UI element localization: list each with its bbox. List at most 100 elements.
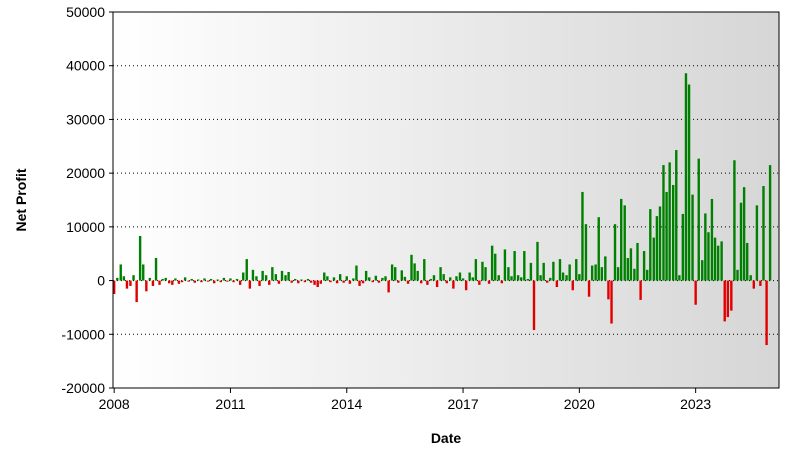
bar: [323, 272, 326, 281]
bar: [594, 264, 597, 281]
bar: [629, 248, 633, 281]
bar: [675, 150, 678, 281]
bar: [578, 274, 581, 281]
bar: [604, 256, 607, 281]
bar: [452, 280, 455, 289]
bar: [458, 272, 462, 281]
bar: [623, 205, 626, 281]
bar: [581, 191, 584, 281]
bar: [768, 165, 772, 281]
bar: [704, 213, 707, 281]
bar: [455, 276, 458, 281]
bar: [364, 270, 368, 281]
bar: [329, 280, 332, 283]
bar: [555, 280, 559, 288]
bar: [697, 158, 700, 281]
bar: [684, 73, 688, 281]
bar: [264, 275, 268, 281]
bar: [116, 277, 119, 281]
bar: [626, 258, 630, 281]
bar: [132, 275, 135, 281]
bar: [410, 254, 413, 281]
bar: [332, 277, 336, 281]
bar: [481, 261, 484, 281]
bar: [403, 276, 407, 281]
bar: [274, 274, 278, 281]
bar: [193, 280, 196, 283]
bar: [468, 272, 471, 281]
y-tick-label: -20000: [61, 380, 105, 396]
y-tick-label: 30000: [66, 111, 105, 127]
bar: [516, 275, 520, 281]
bar: [313, 280, 316, 285]
bar: [142, 264, 145, 281]
bar: [284, 275, 287, 281]
bar: [532, 280, 536, 330]
bar: [610, 280, 613, 324]
bar: [730, 280, 733, 311]
bar: [616, 267, 620, 281]
bar: [613, 224, 617, 281]
bar: [484, 267, 487, 281]
bar: [549, 277, 552, 281]
y-tick-label: -10000: [61, 326, 105, 342]
bar: [429, 278, 433, 281]
bar: [374, 275, 378, 281]
bar: [119, 264, 122, 281]
bar: [183, 277, 187, 281]
bar: [138, 235, 142, 281]
bar: [600, 267, 604, 281]
bar: [478, 280, 481, 285]
bar: [726, 280, 730, 318]
bar: [381, 277, 384, 281]
bar: [552, 261, 555, 281]
bar: [701, 260, 704, 281]
bar: [691, 194, 694, 281]
bar: [645, 269, 649, 281]
x-tick-label: 2014: [331, 396, 362, 412]
bar: [536, 241, 539, 281]
bar: [665, 191, 668, 281]
bar: [390, 264, 394, 281]
bar: [355, 265, 358, 281]
bar: [497, 275, 500, 281]
bar: [122, 276, 126, 281]
bar: [707, 232, 710, 281]
bar: [558, 259, 562, 281]
bar: [649, 209, 652, 281]
bar: [358, 280, 361, 286]
bar: [352, 278, 355, 281]
bar: [636, 242, 639, 281]
bar: [762, 186, 765, 281]
bar: [565, 275, 568, 281]
bar: [755, 205, 759, 281]
bar: [368, 277, 371, 281]
bar: [145, 280, 148, 292]
bar: [662, 165, 665, 281]
bar: [338, 274, 342, 281]
bar: [520, 277, 523, 281]
bar: [736, 269, 739, 281]
bar: [523, 251, 526, 281]
bar: [151, 280, 155, 286]
bar: [112, 280, 116, 294]
bar: [300, 279, 303, 281]
bar: [222, 277, 226, 281]
bar: [180, 280, 184, 283]
bar: [620, 198, 623, 281]
bar: [464, 280, 468, 291]
bar: [590, 265, 594, 281]
bar: [280, 270, 284, 281]
bar: [542, 262, 545, 281]
bar: [197, 279, 200, 281]
bar: [461, 278, 465, 281]
bar: [294, 278, 297, 281]
bar: [449, 277, 452, 281]
bar: [261, 270, 264, 281]
x-axis-label: Date: [431, 430, 462, 446]
bar: [545, 280, 549, 283]
bar: [652, 237, 655, 281]
bar: [759, 280, 762, 286]
bar: [187, 280, 190, 282]
bar: [309, 280, 313, 283]
